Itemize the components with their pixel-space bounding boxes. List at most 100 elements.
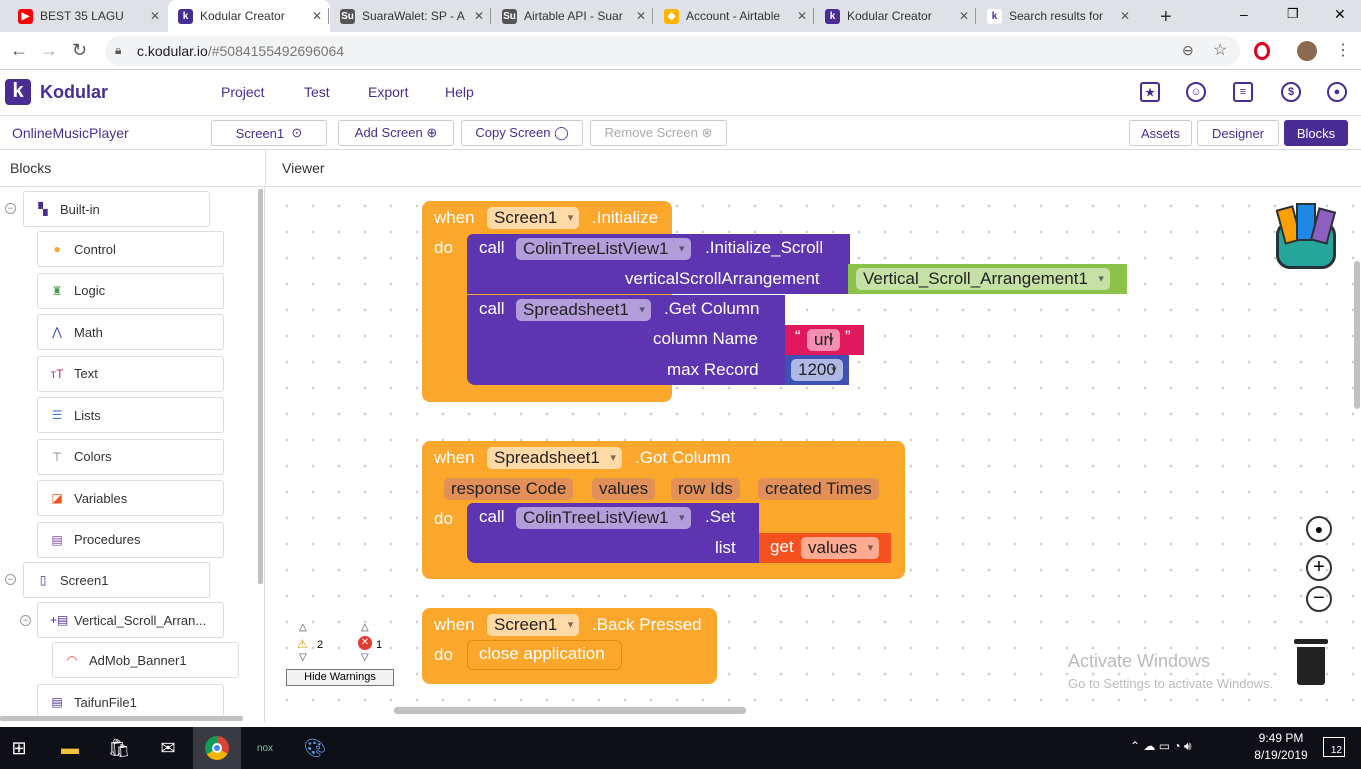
tree-item-logic[interactable]: ♜ Logic <box>37 272 224 309</box>
tree-item-builtin[interactable]: ▚ Built-in <box>23 191 210 227</box>
star-icon[interactable]: ☆ <box>1213 42 1228 59</box>
docs-icon[interactable]: ≡ <box>1233 82 1253 102</box>
windows-start-icon[interactable]: ⊞ <box>11 737 27 758</box>
zoom-in-icon[interactable]: + <box>1306 555 1332 581</box>
tree-item-procedures[interactable]: ▤ Procedures <box>37 521 224 558</box>
hide-warnings-button[interactable]: Hide Warnings <box>286 669 394 686</box>
tree-item-variables[interactable]: ◪ Variables <box>37 480 224 516</box>
maximize-button[interactable]: ❐ <box>1287 6 1299 21</box>
mail-icon[interactable]: ✉ <box>160 737 176 758</box>
community-icon[interactable]: ☺ <box>1186 82 1206 102</box>
blocks-button[interactable]: Blocks <box>1284 120 1348 146</box>
browser-tab[interactable]: Su Airtable API - Suar ✕ <box>492 0 654 32</box>
chrome-taskbar-active[interactable] <box>193 727 241 769</box>
number-value[interactable]: 1200 <box>791 359 843 381</box>
workspace-hscrollbar[interactable] <box>394 707 746 714</box>
menu-export[interactable]: Export <box>368 84 409 100</box>
prev-error-arrow[interactable]: △ <box>361 622 369 633</box>
call-block-set[interactable]: call ColinTreeListView1 .Set list <box>467 503 759 563</box>
event-param[interactable]: response Code <box>444 478 574 500</box>
zoom-out-icon[interactable]: − <box>1306 586 1332 612</box>
tree-item-vertical-scroll[interactable]: +▤ Vertical_Scroll_Arran... <box>37 602 224 638</box>
component-dropdown[interactable]: Spreadsheet1 <box>516 299 651 321</box>
component-dropdown[interactable]: Spreadsheet1 <box>487 447 622 469</box>
call-block-get-column[interactable]: call Spreadsheet1 .Get Column column Nam… <box>467 295 785 385</box>
tree-item-screen1[interactable]: ▯ Screen1 <box>23 562 210 598</box>
tree-item-taifunfile[interactable]: ▤ TaifunFile1 <box>37 684 224 720</box>
sidebar-scrollbar[interactable] <box>258 189 263 584</box>
next-warning-arrow[interactable]: ▽ <box>299 652 307 663</box>
copy-screen-button[interactable]: Copy Screen ◯ <box>461 120 583 146</box>
reload-icon[interactable]: ↻ <box>72 40 88 60</box>
tree-item-admob[interactable]: ◠ AdMob_Banner1 <box>52 642 239 678</box>
component-dropdown[interactable]: Vertical_Scroll_Arrangement1 <box>856 268 1110 290</box>
menu-dots-icon[interactable]: ⋮ <box>1335 42 1351 59</box>
forward-icon[interactable]: → <box>40 40 58 60</box>
trash-icon[interactable] <box>1294 637 1328 687</box>
workspace-vscrollbar[interactable] <box>1354 261 1360 409</box>
variable-dropdown[interactable]: values <box>801 537 880 559</box>
menu-project[interactable]: Project <box>221 84 265 100</box>
browser-tab[interactable]: Su SuaraWalet: SP - A ✕ <box>330 0 492 32</box>
add-screen-button[interactable]: Add Screen ⊕ <box>338 120 454 146</box>
recenter-icon[interactable]: ● <box>1306 516 1332 542</box>
new-tab-button[interactable]: + <box>1160 6 1172 28</box>
close-window-button[interactable]: ✕ <box>1334 6 1346 22</box>
menu-test[interactable]: Test <box>304 84 330 100</box>
component-dropdown[interactable]: ColinTreeListView1 <box>516 238 691 260</box>
remove-screen-button[interactable]: Remove Screen ⊗ <box>590 120 727 146</box>
store-icon[interactable]: 🛍︎ <box>107 737 131 758</box>
event-param[interactable]: row Ids <box>671 478 740 500</box>
tree-item-text[interactable]: ᴛT Text <box>37 355 224 392</box>
get-variable-block[interactable]: get values <box>759 533 891 563</box>
tree-item-control[interactable]: ● Control <box>37 231 224 267</box>
designer-button[interactable]: Designer <box>1197 120 1279 146</box>
browser-tab[interactable]: ▶ BEST 35 LAGU ✕ <box>8 0 168 32</box>
profile-avatar[interactable] <box>1297 41 1317 61</box>
call-block-initialize-scroll[interactable]: call ColinTreeListView1 .Initialize_Scro… <box>467 234 850 294</box>
clock-date[interactable]: 8/19/2019 <box>1254 748 1308 762</box>
my-projects-icon[interactable]: ★ <box>1140 82 1160 102</box>
browser-tab[interactable]: ◆ Account - Airtable ✕ <box>654 0 815 32</box>
browser-tab[interactable]: k Kodular Creator ✕ <box>168 0 330 32</box>
account-icon[interactable]: ● <box>1327 82 1347 102</box>
close-tab-icon[interactable]: ✕ <box>473 9 484 23</box>
event-param[interactable]: values <box>592 478 656 500</box>
text-value[interactable]: url <box>807 329 840 351</box>
file-explorer-icon[interactable]: ▬ <box>61 737 79 758</box>
back-icon[interactable]: ← <box>10 40 28 60</box>
event-param[interactable]: created Times <box>758 478 879 500</box>
tree-item-math[interactable]: ⋀ Math <box>37 314 224 350</box>
minimize-button[interactable]: – <box>1240 6 1248 22</box>
nox-icon[interactable]: nox <box>256 742 274 754</box>
close-tab-icon[interactable]: ✕ <box>958 9 969 23</box>
close-application-block[interactable]: close application <box>467 640 622 670</box>
collapse-toggle[interactable]: − <box>20 615 31 626</box>
component-block-vsa[interactable]: Vertical_Scroll_Arrangement1 <box>848 264 1127 294</box>
collapse-toggle[interactable]: − <box>5 203 16 214</box>
component-dropdown[interactable]: Screen1 <box>487 207 580 229</box>
close-tab-icon[interactable]: ✕ <box>1119 9 1130 23</box>
blocks-workspace[interactable]: when Screen1 .Initialize do call ColinTr… <box>266 187 1361 722</box>
sidebar-hscrollbar[interactable] <box>0 716 243 721</box>
screen-selector[interactable]: Screen1 ⊙ <box>211 120 327 146</box>
backpack-icon[interactable] <box>1266 199 1344 273</box>
collapse-toggle[interactable]: − <box>5 574 16 585</box>
paint-icon[interactable]: 🎨︎ <box>303 737 327 758</box>
tree-item-colors[interactable]: ⊤ Colors <box>37 438 224 475</box>
close-tab-icon[interactable]: ✕ <box>796 9 807 23</box>
notifications-icon[interactable]: 12 <box>1323 737 1345 757</box>
url-input[interactable]: c.kodular.io/#5084155492696064 <box>105 36 1240 66</box>
close-tab-icon[interactable]: ✕ <box>149 9 160 23</box>
component-dropdown[interactable]: ColinTreeListView1 <box>516 507 691 529</box>
assets-button[interactable]: Assets <box>1129 120 1192 146</box>
prev-warning-arrow[interactable]: △ <box>299 622 307 633</box>
browser-tab[interactable]: k Kodular Creator ✕ <box>815 0 977 32</box>
next-error-arrow[interactable]: ▽ <box>361 652 369 663</box>
component-dropdown[interactable]: Screen1 <box>487 614 580 636</box>
close-tab-icon[interactable]: ✕ <box>635 9 646 23</box>
text-block-url[interactable]: “url” <box>785 325 864 355</box>
close-tab-icon[interactable]: ✕ <box>311 9 322 23</box>
dollar-icon[interactable]: $ <box>1281 82 1301 102</box>
browser-tab[interactable]: k Search results for ✕ <box>977 0 1138 32</box>
